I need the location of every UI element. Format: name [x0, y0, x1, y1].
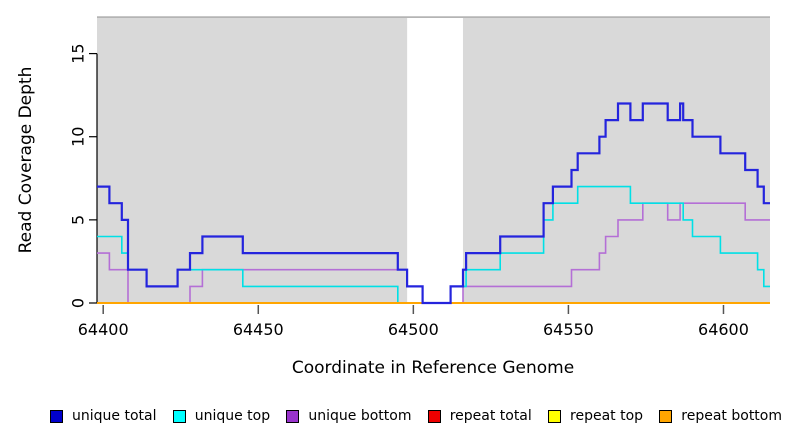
legend-swatch-icon [172, 409, 186, 423]
y-tick-label: 0 [69, 298, 88, 308]
legend-swatch-icon [50, 409, 63, 423]
legend-swatch-icon [659, 409, 673, 423]
x-tick-label: 64400 [78, 320, 129, 339]
legend-item-unique-total: unique total [50, 408, 156, 424]
x-tick-label: 64500 [388, 320, 439, 339]
chart-canvas: 0 5 10 15 64400 64450 64500 64550 64600 Coordina… [16, 16, 770, 378]
legend-swatch-icon [548, 409, 562, 423]
legend-item-unique-bottom: unique bottom [286, 408, 411, 424]
x-tick-label: 64450 [233, 320, 284, 339]
legend-item-repeat-top: repeat top [548, 408, 643, 424]
legend-label: unique total [72, 408, 157, 424]
legend-swatch-icon [286, 409, 300, 423]
legend-item-repeat-total: repeat total [427, 408, 532, 424]
legend-item-repeat-bottom: repeat bottom [659, 408, 782, 424]
x-tick-label: 64600 [698, 320, 749, 339]
series-line-unique-total [97, 102, 770, 305]
legend-label: repeat bottom [681, 408, 782, 424]
legend-item-unique-top: unique top [172, 408, 271, 424]
legend-label: unique top [194, 408, 271, 424]
legend-label: repeat total [449, 408, 532, 424]
y-tick-label: 10 [69, 127, 88, 147]
legend: unique total unique top unique bottom repea… [0, 408, 792, 424]
series-line-unique-bottom [97, 202, 770, 304]
y-axis-title: Read Coverage Depth [16, 67, 36, 254]
y-tick-label: 5 [69, 215, 88, 225]
masked-region-band [407, 18, 463, 303]
y-tick-label: 15 [69, 43, 88, 63]
legend-label: unique bottom [308, 408, 412, 424]
legend-label: repeat top [570, 408, 644, 424]
x-axis-title: Coordinate in Reference Genome [292, 358, 574, 378]
legend-swatch-icon [427, 409, 441, 423]
plot-area: 0 5 10 15 64400 64450 64500 64550 64600 [69, 16, 770, 339]
x-tick-label: 64550 [543, 320, 594, 339]
